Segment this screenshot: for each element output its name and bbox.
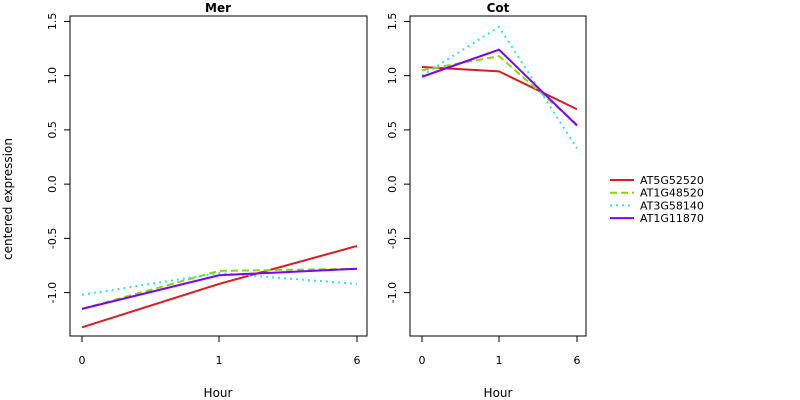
x-tick-label: 1 <box>496 354 503 367</box>
x-tick-label: 6 <box>354 354 361 367</box>
x-axis-title: Hour <box>484 386 513 400</box>
x-axis: 0 1 6 <box>419 336 581 367</box>
y-tick-label: -0.5 <box>46 228 59 249</box>
plot-frame <box>69 15 368 337</box>
panel-title: Mer <box>205 1 231 15</box>
x-tick-label: 1 <box>216 354 223 367</box>
legend-label: AT5G52520 <box>640 174 704 187</box>
legend-label: AT1G11870 <box>640 212 704 225</box>
series-line-at3g58140 <box>421 25 578 149</box>
y-tick-label: 0.0 <box>46 175 59 193</box>
y-tick-label: 1.5 <box>386 13 399 31</box>
x-tick-label: 6 <box>574 354 581 367</box>
x-tick-label: 0 <box>419 354 426 367</box>
x-axis-title: Hour <box>204 386 233 400</box>
series-line-at1g11870 <box>81 267 358 310</box>
series-group <box>81 245 358 329</box>
y-tick-label: -1.0 <box>46 282 59 303</box>
y-tick-label: 0.5 <box>46 121 59 139</box>
y-axis: -1.0 -0.5 0.0 0.5 1.0 1.5 <box>46 13 70 303</box>
panel-title: Cot <box>487 1 510 15</box>
y-tick-label: -1.0 <box>386 282 399 303</box>
series-line-at1g48520 <box>421 55 578 126</box>
legend-label: AT1G48520 <box>640 187 704 200</box>
y-tick-label: 1.5 <box>46 13 59 31</box>
legend-label: AT3G58140 <box>640 199 704 212</box>
series-line-at3g58140 <box>81 272 358 296</box>
y-tick-label: -0.5 <box>386 228 399 249</box>
series-line-at5g52520 <box>81 245 358 329</box>
y-axis: -1.0 -0.5 0.0 0.5 1.0 1.5 <box>386 13 410 303</box>
x-tick-label: 0 <box>79 354 86 367</box>
panel-cot: Cot Hour -1.0 -0.5 0.0 0.5 1.0 1.5 0 1 6 <box>386 1 587 400</box>
series-line-at1g11870 <box>421 48 578 127</box>
panel-mer: Mer Hour -1.0 -0.5 0.0 0.5 1.0 1.5 0 1 6 <box>46 1 368 400</box>
y-tick-label: 0.0 <box>386 175 399 193</box>
y-axis-title: centered expression <box>1 138 15 260</box>
y-tick-label: 0.5 <box>386 121 399 139</box>
y-tick-label: 1.0 <box>386 67 399 85</box>
series-group <box>421 25 578 149</box>
x-axis: 0 1 6 <box>79 336 361 367</box>
series-line-at1g48520 <box>81 267 358 310</box>
plot-frame <box>409 15 587 337</box>
y-tick-label: 1.0 <box>46 67 59 85</box>
